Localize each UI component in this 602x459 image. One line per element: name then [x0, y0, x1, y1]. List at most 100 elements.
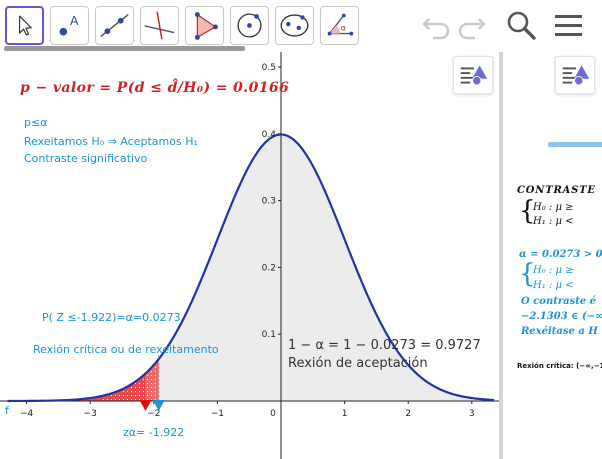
- decision-condition: p≤α: [24, 116, 48, 129]
- graphics-view-2-canvas: CONTRASTE { H₀ : μ ≥ H₁ : μ < α = 0.0273…: [503, 52, 602, 459]
- hatch-dot: [142, 387, 144, 388]
- hatch-dot: [130, 399, 132, 400]
- hatch-dot: [146, 387, 148, 388]
- x-axis-ticks: −4 −3 −2 −1 0 1 2 3: [20, 401, 475, 419]
- graphics-view[interactable]: −4 −3 −2 −1 0 1 2 3 0.1 0.2 0.3 0.4 0.5 p − valor =…: [0, 52, 499, 459]
- x-tick-label: −2: [147, 409, 160, 419]
- graphics-style-bar-button[interactable]: [453, 56, 493, 94]
- reject-statement: Rexéitase a H: [521, 326, 598, 337]
- null-hypothesis-2: H₀ : μ ≥: [533, 265, 574, 276]
- cursor-arrow-icon: [18, 15, 32, 36]
- style-bar-icon: [460, 65, 488, 86]
- hatch-dot: [138, 395, 140, 396]
- point-tool-button[interactable]: A: [50, 6, 89, 45]
- acceptance-region: [158, 134, 495, 401]
- angle-icon: α: [327, 13, 354, 36]
- hatch-dot: [154, 383, 156, 384]
- alternative-hypothesis: H₁ : μ <: [533, 216, 574, 227]
- hatch-dot: [150, 399, 152, 400]
- null-hypothesis: H₀ : μ ≥: [533, 202, 574, 213]
- y-tick-label: 0.2: [262, 263, 276, 273]
- z-alpha-marker[interactable]: [152, 400, 165, 411]
- alpha-comparison: α = 0.0273 > 0: [519, 249, 602, 260]
- hatch-dot: [142, 395, 144, 396]
- y-tick-label: 0.1: [262, 330, 276, 340]
- view-divider[interactable]: [499, 52, 503, 459]
- statistic-in-region: −2.1303 ∈ (−∞: [521, 311, 602, 322]
- x-tick-label: −4: [20, 409, 34, 419]
- hatch-dot: [118, 395, 120, 396]
- panel-slider-bar[interactable]: [548, 142, 602, 147]
- search-button[interactable]: [503, 8, 539, 44]
- hatch-dot: [142, 383, 144, 384]
- hatch-dot: [146, 391, 148, 392]
- redo-icon: [458, 18, 486, 40]
- menu-icon: [555, 15, 582, 36]
- hatch-dot: [146, 375, 148, 376]
- density-curve: [7, 133, 495, 403]
- undo-icon: [422, 18, 450, 40]
- svg-text:α: α: [341, 24, 346, 33]
- x-tick-label: −3: [84, 409, 97, 419]
- hatch-dot: [150, 383, 152, 384]
- function-label: f: [5, 404, 9, 417]
- hatch-dot: [142, 379, 144, 380]
- hatch-dot: [126, 391, 128, 392]
- hatch-dot: [122, 399, 124, 400]
- hatch-dot: [114, 395, 116, 396]
- ellipse-tool-button[interactable]: [275, 6, 314, 45]
- hatch-dot: [138, 399, 140, 400]
- y-tick-label: 0.3: [262, 197, 276, 207]
- hatch-dot: [122, 391, 124, 392]
- undo-button[interactable]: [419, 8, 455, 44]
- polygon-tool-button[interactable]: [185, 6, 224, 45]
- circle-tool-button[interactable]: [230, 6, 269, 45]
- normal-distribution-plot[interactable]: −4 −3 −2 −1 0 1 2 3 0.1 0.2 0.3 0.4 0.5: [0, 52, 499, 459]
- d-hat-marker[interactable]: [139, 400, 152, 411]
- graphics-view-2[interactable]: CONTRASTE { H₀ : μ ≥ H₁ : μ < α = 0.0273…: [503, 52, 602, 459]
- hatch-dot: [146, 399, 148, 400]
- hatch-dot: [134, 391, 136, 392]
- y-axis-ticks: 0.1 0.2 0.3 0.4 0.5: [262, 63, 281, 340]
- critical-region-interval: Rexión crítica: (−∞,−1.9: [517, 362, 602, 370]
- hatch-dot: [146, 379, 148, 380]
- hatch-dot: [134, 387, 136, 388]
- line-tool-button[interactable]: [95, 6, 134, 45]
- redo-button[interactable]: [453, 8, 489, 44]
- toolbar-scroll-indicator: [4, 46, 245, 51]
- x-tick-label: 0: [270, 409, 276, 419]
- hatch-dot: [134, 383, 136, 384]
- move-tool-button[interactable]: [5, 6, 44, 45]
- hatch-dot: [118, 399, 120, 400]
- hatch-dot: [150, 387, 152, 388]
- acceptance-formula: 1 − α = 1 − 0.0273 = 0.9727: [288, 338, 481, 353]
- hatch-dot: [114, 399, 116, 400]
- circle-center-icon: [237, 13, 262, 38]
- hypothesis-brace-2: {: [519, 259, 536, 289]
- x-tick-label: 1: [342, 409, 348, 419]
- style-bar-icon: [562, 65, 590, 86]
- hatch-dot: [110, 395, 112, 396]
- hatch-dot: [154, 379, 156, 380]
- hatch-dot: [154, 391, 156, 392]
- hatch-dot: [126, 395, 128, 396]
- contrast-title: CONTRASTE: [517, 185, 596, 196]
- x-tick-label: 2: [405, 409, 411, 419]
- hatch-dot: [130, 391, 132, 392]
- hatch-dot: [146, 395, 148, 396]
- hatch-dot: [138, 383, 140, 384]
- toolbar: A: [0, 0, 602, 51]
- hatch-dot: [154, 395, 156, 396]
- perpendicular-line-icon: [144, 11, 175, 40]
- hatch-dot: [142, 399, 144, 400]
- hatch-dot: [142, 391, 144, 392]
- perpendicular-tool-button[interactable]: [140, 6, 179, 45]
- main-menu-button[interactable]: [551, 8, 587, 44]
- angle-tool-button[interactable]: α: [320, 6, 359, 45]
- alternative-hypothesis-2: H₁ : μ <: [533, 280, 574, 291]
- ellipse-icon: [280, 14, 309, 37]
- graphics-2-style-bar-button[interactable]: [555, 56, 595, 94]
- hatch-dot: [138, 387, 140, 388]
- hatch-dot: [134, 399, 136, 400]
